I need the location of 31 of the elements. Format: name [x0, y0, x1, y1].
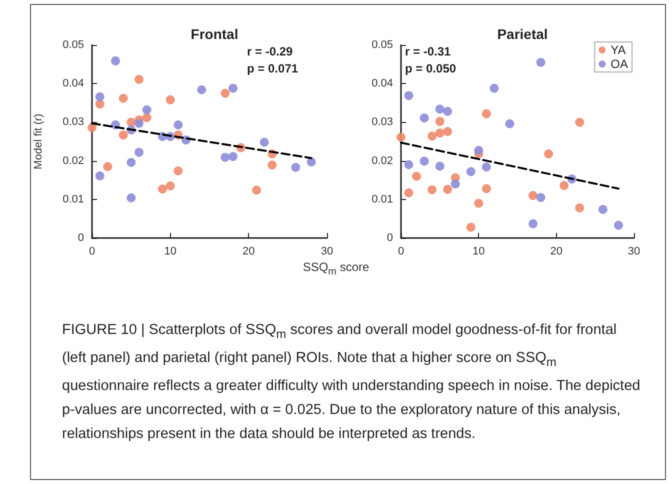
y-tick-label: 0.04 [372, 78, 393, 90]
x-tick-label: 10 [472, 246, 485, 258]
y-tick-label: 0.04 [62, 78, 84, 90]
x-tick-label: 20 [242, 246, 255, 258]
y-tick-label: 0.05 [62, 39, 84, 51]
y-tick-label: 0 [78, 232, 84, 244]
y-axis-title: Model fit (r) [32, 114, 44, 170]
x-tick-label: 0 [398, 246, 404, 258]
chart-title: Frontal [190, 26, 238, 42]
x-tick-label: 20 [550, 246, 562, 258]
annotation: p = 0.050 [405, 62, 456, 76]
annotation: r = -0.29 [247, 44, 294, 58]
chart-title: Parietal [497, 26, 548, 42]
y-tick-label: 0.03 [372, 116, 393, 128]
x-tick-label: 10 [164, 246, 176, 258]
x-tick-label: 30 [320, 246, 334, 258]
y-tick-label: 0.02 [62, 154, 84, 167]
legend-label: YA [610, 43, 626, 57]
x-axis-title: SSQ$_{m}$ score [302, 260, 370, 278]
x-tick-label: 30 [628, 246, 640, 258]
y-tick-label: 0.02 [372, 154, 393, 167]
y-tick-label: 0 [386, 232, 393, 244]
x-tick-label: 0 [88, 246, 96, 258]
annotation: p = 0.071 [247, 62, 298, 76]
y-tick-label: 0.03 [62, 116, 84, 128]
caption: FIGURE 10 | Scatterplots of SSQ$_{m}$ scores and overall model goodness-of-fit for frontal (left panel) and parietal (right panel) ROIs. Note that a higher score on SSQ$_{m}$ questionnaire reflects a greater difficulty with understanding speech in noise. The depicted p-values are uncorrected, with α = 0.025. Due to the exploratory nature of this analysis, relationships present in the data should be interpreted as trends. [62, 321, 642, 444]
y-tick-label: 0.01 [62, 193, 84, 206]
annotation: r = -0.31 [405, 44, 452, 58]
y-tick-label: 0.05 [372, 39, 393, 51]
y-tick-label: 0.01 [372, 193, 393, 206]
legend-label: OA [610, 57, 628, 71]
